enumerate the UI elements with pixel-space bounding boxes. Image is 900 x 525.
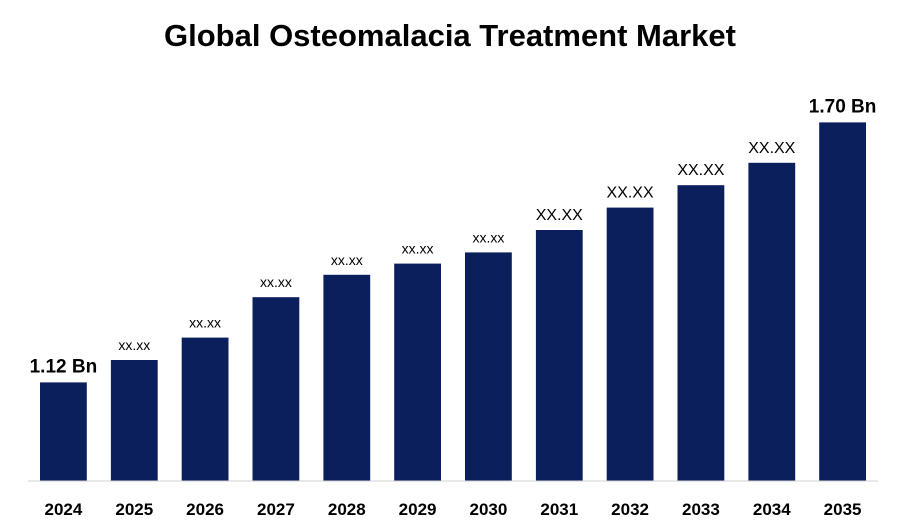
x-tick-2024: 2024 <box>44 500 82 519</box>
data-label-2034: XX.XX <box>748 140 795 157</box>
data-labels-group: 1.12 Bn xx.xx xx.xx xx.xx xx.xx xx.xx xx.xx XX.… <box>30 96 877 377</box>
data-label-2032: XX.XX <box>607 185 654 202</box>
bars-group <box>40 122 866 482</box>
x-tick-2032: 2032 <box>611 500 649 519</box>
bar-2030 <box>465 252 512 481</box>
data-label-2027: xx.xx <box>260 274 292 290</box>
bar-2027 <box>252 297 300 481</box>
x-tick-2028: 2028 <box>328 500 366 519</box>
bar-2029 <box>394 263 441 481</box>
x-tick-2027: 2027 <box>257 500 295 519</box>
bar-2034 <box>748 162 796 482</box>
data-label-2029: xx.xx <box>402 241 434 257</box>
bar-2035 <box>819 122 866 482</box>
x-tick-2030: 2030 <box>469 500 507 519</box>
x-tick-2033: 2033 <box>682 500 720 519</box>
x-tick-2026: 2026 <box>186 500 224 519</box>
bar-2033 <box>677 185 725 481</box>
data-label-2030: xx.xx <box>472 229 504 245</box>
data-label-2028: xx.xx <box>331 252 363 268</box>
data-label-2035: 1.70 Bn <box>809 96 877 117</box>
x-tick-2029: 2029 <box>399 500 437 519</box>
data-label-2025: xx.xx <box>118 337 150 353</box>
data-label-2026: xx.xx <box>189 315 221 331</box>
x-tick-2034: 2034 <box>753 500 791 519</box>
x-tick-2025: 2025 <box>115 500 153 519</box>
bar-2031 <box>535 230 583 481</box>
x-tick-2031: 2031 <box>540 500 578 519</box>
bar-2026 <box>181 337 229 481</box>
bar-2025 <box>110 360 158 481</box>
x-ticks-group: 2024 2025 2026 2027 2028 2029 2030 2031 2032 2033… <box>44 500 861 519</box>
bar-2028 <box>323 274 371 481</box>
data-label-2024: 1.12 Bn <box>30 356 98 377</box>
data-label-2031: XX.XX <box>536 207 583 224</box>
bar-2024 <box>40 382 87 481</box>
x-tick-2035: 2035 <box>824 500 862 519</box>
bar-2032 <box>606 207 654 481</box>
data-label-2033: XX.XX <box>677 162 724 179</box>
chart-title: Global Osteomalacia Treatment Market <box>164 18 736 53</box>
